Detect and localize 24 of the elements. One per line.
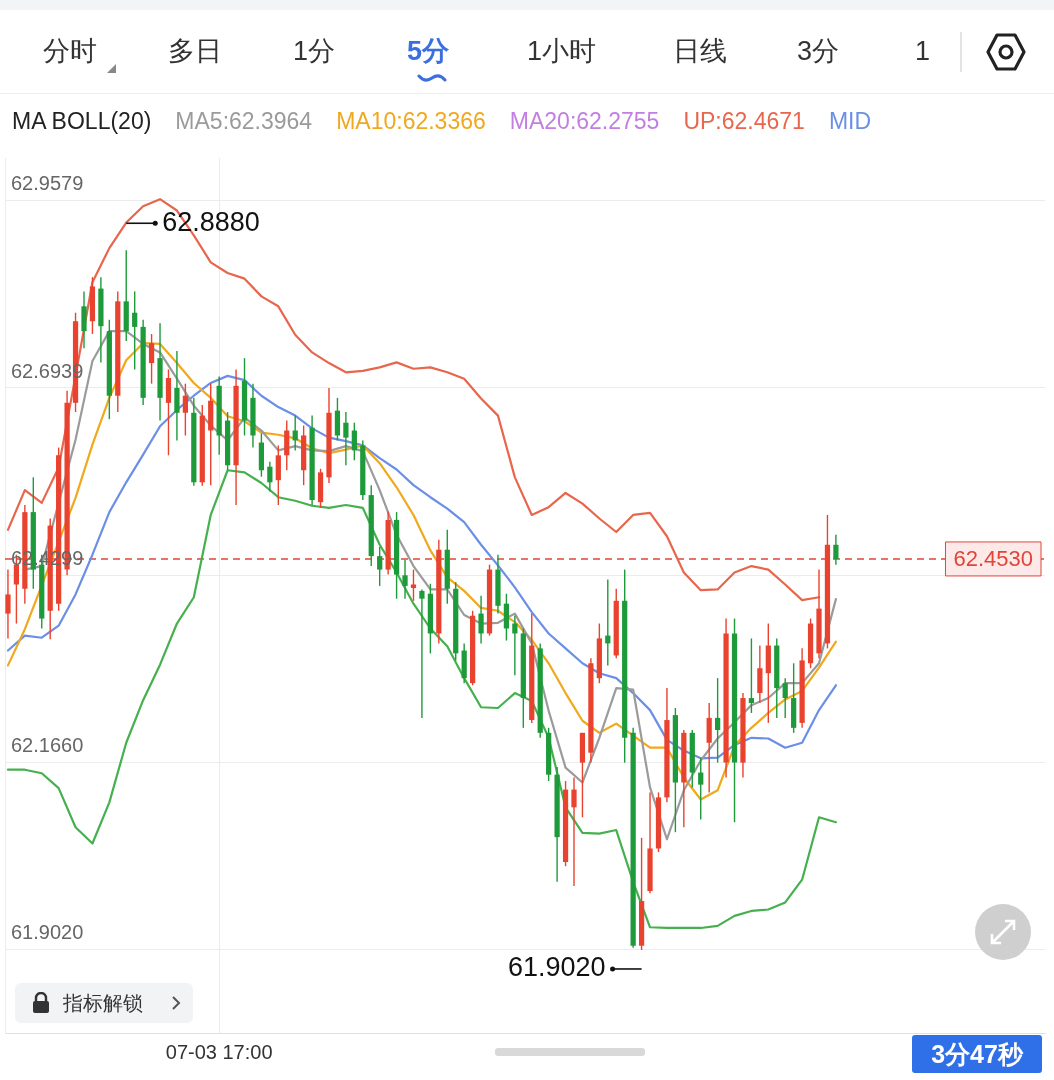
text: 分时 [43,35,97,68]
text: 多日 [168,35,222,68]
text: MA10:62.3366 [336,108,486,134]
text: UP:62.4671 [683,108,805,134]
text: 1 [915,35,931,68]
y-tick-label: 62.1660 [11,734,84,757]
annotation: 指标解锁 [63,991,143,1016]
text: 1分 [293,35,336,68]
y-tick-label: 61.9020 [11,921,84,944]
text: 3分47秒 [912,1035,1042,1073]
text: 3分 [797,35,840,68]
text: 1小时 [527,35,597,68]
ref-line-label: 62.4530 [953,546,1033,572]
text: 日线 [673,35,727,68]
unlock-button: 指标解锁 [15,983,193,1023]
y-tick-label: 62.9579 [11,172,84,195]
annotation: 61.9020 [507,952,606,983]
text: MA5:62.3964 [175,108,313,134]
legend-label: MA20:62.2755 [509,108,660,134]
x-tick-label: 07-03 17:00 [165,1040,273,1063]
text: 5分 [407,35,450,68]
y-tick-label: 62.4299 [11,546,84,569]
text: MID [828,108,872,134]
legend-title: MA BOLL(20) [12,108,152,134]
